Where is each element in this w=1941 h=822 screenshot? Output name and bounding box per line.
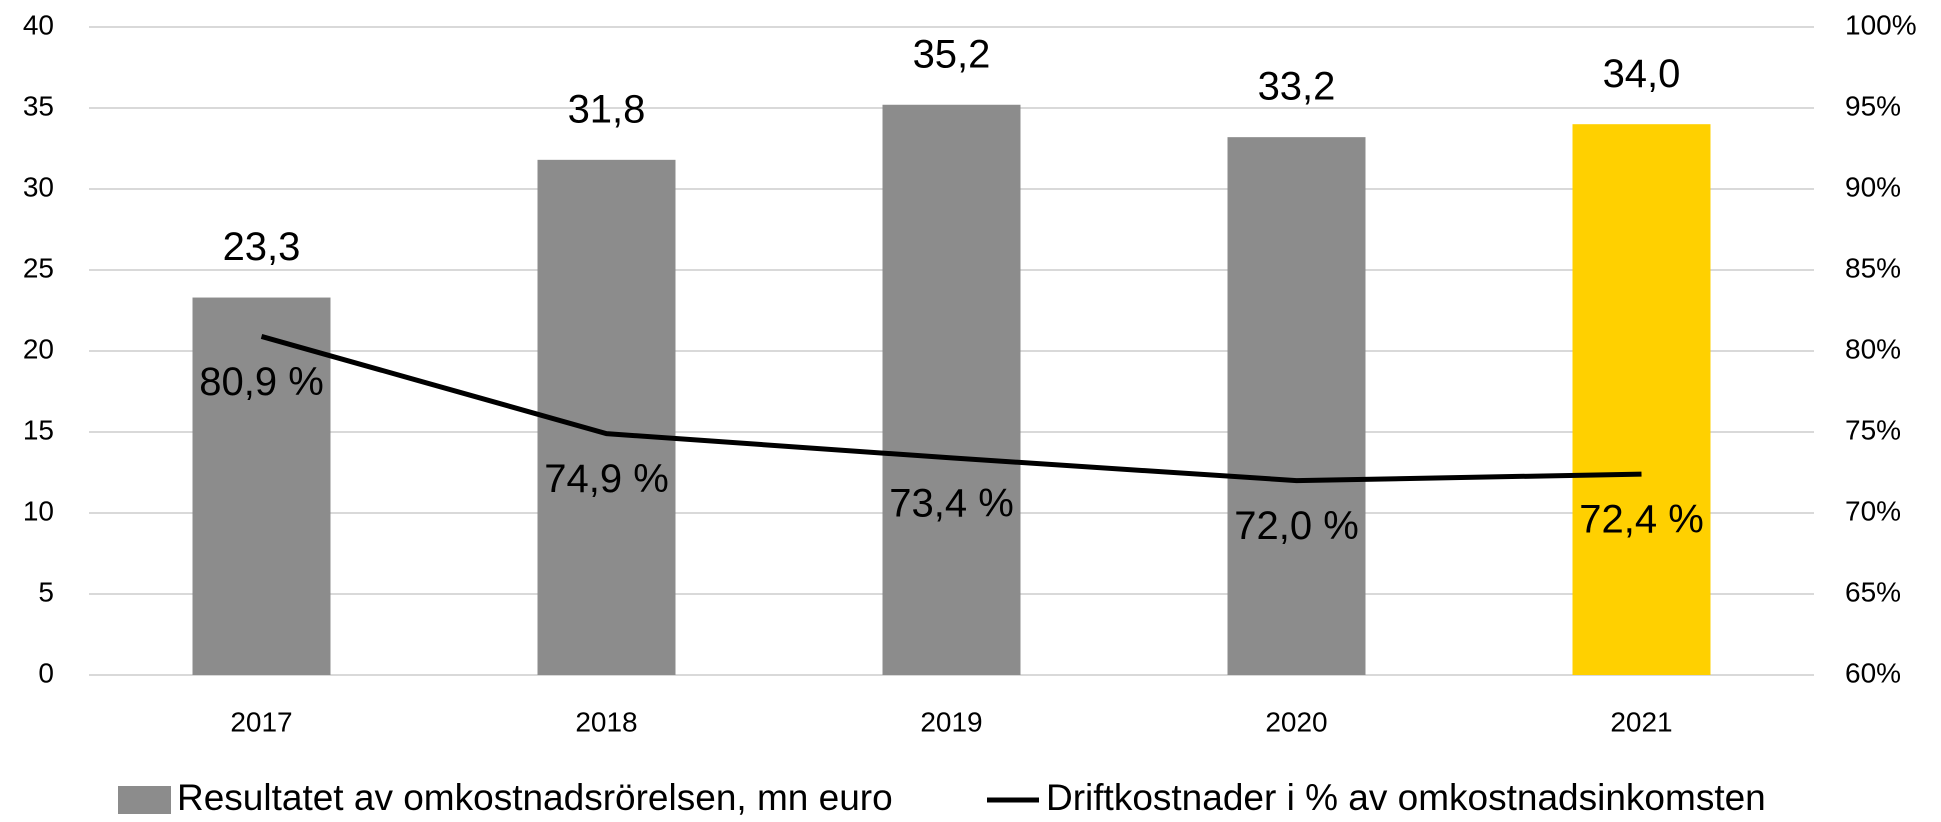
bar (192, 297, 331, 675)
y2-tick-label: 100% (1845, 9, 1917, 40)
data-label: 31,8 (568, 87, 646, 131)
legend-label: Resultatet av omkostnadsrörelsen, mn eur… (177, 777, 893, 818)
x-tick-label: 2019 (920, 706, 982, 737)
y-tick-label: 40 (23, 9, 54, 40)
x-tick-label: 2020 (1265, 706, 1327, 737)
data-label: 23,3 (223, 225, 301, 269)
data-label: 34,0 (1603, 52, 1681, 96)
y-tick-label: 0 (38, 657, 54, 688)
y-tick-label: 5 (38, 576, 54, 607)
bar (537, 159, 676, 676)
x-tick-label: 2021 (1610, 706, 1672, 737)
data-label: 35,2 (913, 32, 991, 76)
data-label: 74,9 % (544, 457, 669, 501)
line (260, 334, 1642, 484)
y2-tick-label: 85% (1845, 252, 1901, 283)
x-tick-label: 2017 (230, 706, 292, 737)
legend-label: Driftkostnader i % av omkostnadsinkomste… (1046, 777, 1766, 818)
x-tick-label: 2018 (575, 706, 637, 737)
y-tick-label: 10 (23, 495, 54, 526)
y2-tick-label: 65% (1845, 576, 1901, 607)
y2-tick-label: 70% (1845, 495, 1901, 526)
data-label: 72,4 % (1579, 498, 1704, 542)
data-label: 80,9 % (199, 360, 324, 404)
data-label: 33,2 (1258, 65, 1336, 109)
y-tick-label: 20 (23, 333, 54, 364)
legend-swatch (118, 786, 171, 814)
y2-tick-label: 75% (1845, 414, 1901, 445)
y-tick-label: 25 (23, 252, 54, 283)
data-label: 73,4 % (889, 481, 1014, 525)
bar (882, 104, 1021, 675)
y-tick-label: 35 (23, 90, 54, 121)
y2-tick-label: 90% (1845, 171, 1901, 202)
y-tick-label: 15 (23, 414, 54, 445)
bar (1572, 124, 1711, 675)
bar (1227, 137, 1366, 675)
y2-tick-label: 60% (1845, 657, 1901, 688)
data-label: 72,0 % (1234, 504, 1359, 548)
y2-tick-label: 95% (1845, 90, 1901, 121)
y-tick-label: 30 (23, 171, 54, 202)
y2-tick-label: 80% (1845, 333, 1901, 364)
